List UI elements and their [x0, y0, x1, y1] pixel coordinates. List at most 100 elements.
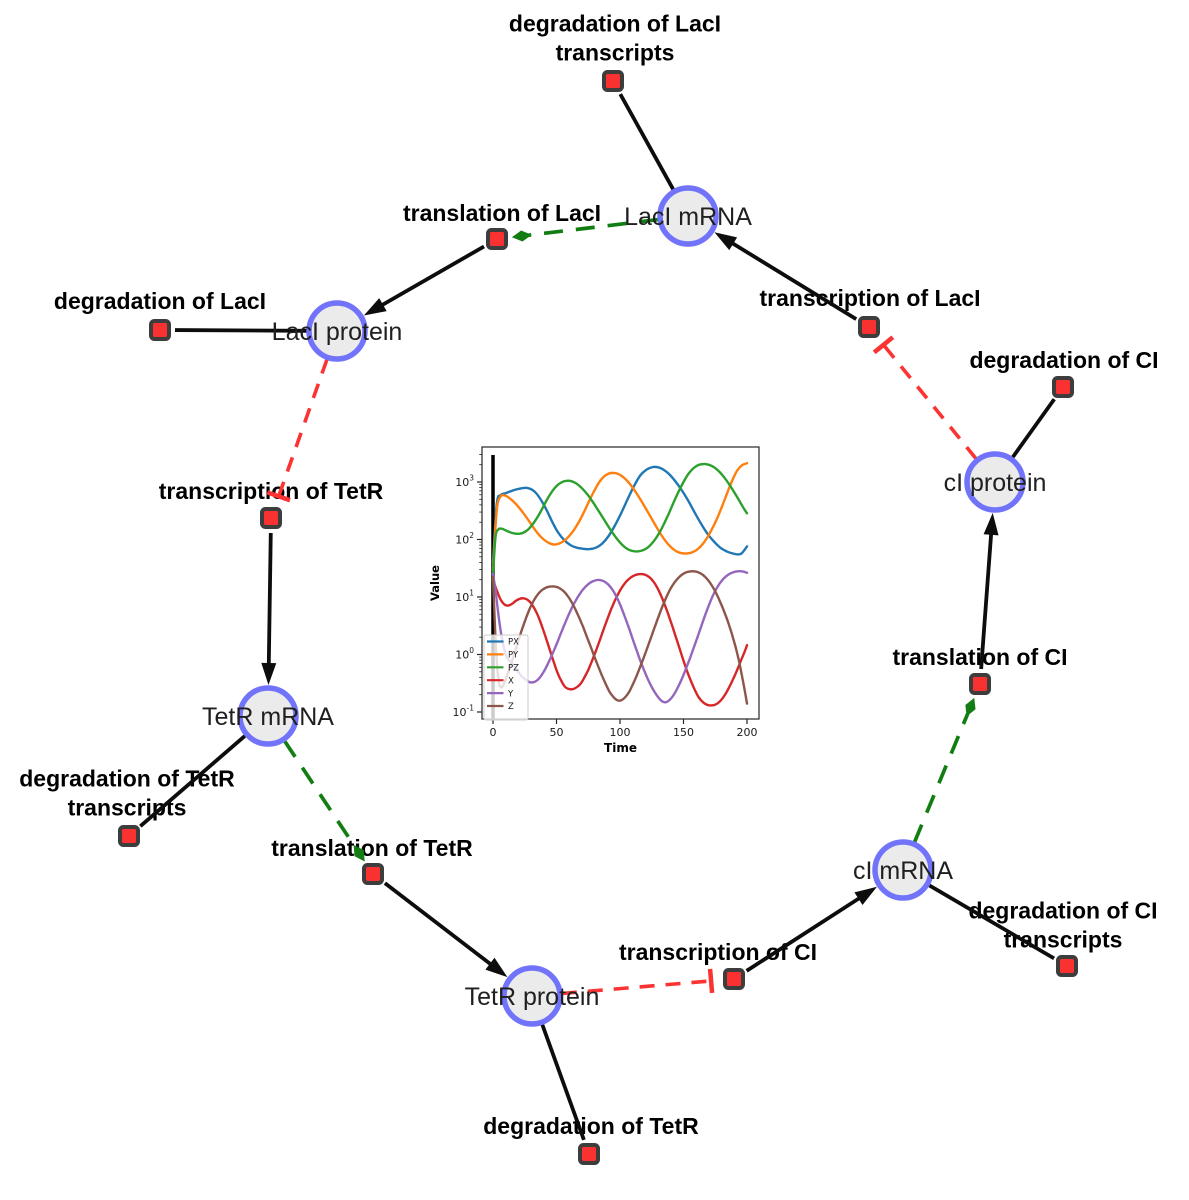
edge-tetr_protein-tx_ci	[561, 968, 715, 996]
reactant-link	[1010, 398, 1056, 459]
reaction-label-deg_ci: degradation of CI	[969, 347, 1158, 373]
reaction-node-transl_laci	[486, 228, 508, 250]
edge-laci_mrna-transl_laci	[511, 217, 659, 242]
reaction-label-transl_laci: translation of LacI	[403, 200, 601, 226]
legend-label-PZ: PZ	[508, 664, 519, 674]
arrowhead-icon	[261, 662, 277, 686]
edge-tetr_protein-deg_tetr	[540, 1023, 586, 1141]
legend-label-Y: Y	[507, 689, 514, 699]
y-tick-label: 103	[455, 474, 474, 490]
modifier-arrowhead-icon	[965, 697, 976, 717]
species-label-laci_mrna: LacI mRNA	[624, 203, 752, 231]
x-tick-label: 100	[610, 726, 631, 739]
species-node-tetr_protein	[501, 965, 563, 1027]
reaction-node-tx_ci	[723, 968, 745, 990]
reaction-label-deg_tetr_tx: transcripts	[68, 795, 187, 821]
species-label-laci_protein: LacI protein	[272, 318, 403, 346]
inhibition-link	[882, 343, 978, 460]
x-tick-label: 0	[490, 726, 497, 739]
legend-label-PX: PX	[508, 638, 519, 648]
reaction-label-tx_tetr: transcription of TetR	[159, 478, 384, 504]
reaction-label-deg_laci_tx: transcripts	[556, 40, 675, 66]
edge-ci_mrna-transl_ci	[912, 697, 976, 843]
reaction-node-deg_tetr	[578, 1143, 600, 1165]
reaction-label-deg_laci_tx: degradation of LacI	[509, 11, 721, 37]
reaction-node-transl_tetr	[362, 863, 384, 885]
x-axis-title: Time	[604, 741, 637, 755]
arrowhead-icon	[983, 512, 999, 536]
edge-transl_tetr-tetr_protein	[383, 881, 508, 978]
species-label-tetr_protein: TetR protein	[465, 983, 600, 1011]
edges-layer	[139, 93, 1056, 1141]
legend-label-X: X	[508, 676, 514, 686]
edge-transl_laci-laci_protein	[363, 244, 485, 316]
species-node-ci_mrna	[872, 839, 934, 901]
reaction-label-deg_tetr: degradation of TetR	[483, 1113, 699, 1139]
chart-series-PZ	[491, 462, 749, 576]
species-node-tetr_mrna	[237, 685, 299, 747]
reactant-link	[139, 734, 247, 828]
inhibition-bar-icon	[707, 968, 715, 994]
x-tick-label: 200	[737, 726, 758, 739]
y-tick-label: 102	[455, 531, 474, 547]
reaction-node-deg_ci_tx	[1056, 955, 1078, 977]
reaction-label-deg_tetr_tx: degradation of TetR	[19, 766, 235, 792]
edge-tetr_mrna-transl_tetr	[283, 739, 365, 862]
species-node-laci_mrna	[657, 185, 719, 247]
reaction-label-tx_laci: transcription of LacI	[759, 285, 980, 311]
species-node-ci_protein	[964, 451, 1026, 513]
inhibition-link	[276, 358, 329, 497]
reactant-link	[174, 328, 308, 333]
edge-laci_protein-deg_laci	[174, 328, 308, 333]
product-link	[383, 881, 495, 968]
chart-legend: PX PY PZ XYZ	[483, 634, 529, 721]
reaction-node-deg_ci	[1052, 376, 1074, 398]
edge-ci_protein-tx_laci	[872, 335, 978, 460]
product-link	[266, 532, 273, 668]
edge-tx_tetr-tetr_mrna	[261, 532, 277, 686]
product-link	[745, 894, 863, 973]
y-tick-label: 100	[455, 646, 474, 662]
reaction-node-deg_tetr_tx	[118, 825, 140, 847]
legend-label-PY: PY	[508, 651, 519, 661]
chart-series-X	[491, 572, 749, 707]
edge-tetr_mrna-deg_tetr_tx	[139, 734, 247, 828]
reaction-label-deg_ci_tx: degradation of CI	[968, 898, 1157, 924]
edge-ci_protein-deg_ci	[1010, 398, 1056, 459]
reaction-node-transl_ci	[969, 673, 991, 695]
y-axis-title: Value	[430, 565, 442, 601]
edge-laci_protein-tx_tetr	[266, 358, 329, 503]
arrowhead-icon	[854, 886, 877, 906]
edge-tx_laci-laci_mrna	[714, 232, 858, 321]
arrowhead-icon	[485, 957, 508, 978]
y-tick-label: 10-1	[453, 704, 475, 720]
species-label-ci_protein: cI protein	[944, 469, 1047, 497]
edge-ci_mrna-deg_ci_tx	[927, 883, 1056, 961]
reactant-link	[540, 1023, 586, 1141]
reaction-node-deg_laci_tx	[602, 70, 624, 92]
x-tick-label: 150	[673, 726, 694, 739]
arrowhead-icon	[363, 298, 387, 316]
edge-laci_mrna-deg_laci_tx	[618, 93, 676, 191]
modifier-link	[912, 712, 970, 843]
nodes-layer	[118, 70, 1078, 1165]
y-tick-label: 101	[455, 589, 474, 605]
inhibition-bar-icon	[266, 490, 291, 503]
chart-series-PX	[491, 465, 749, 564]
modifier-arrowhead-icon	[511, 230, 532, 242]
legend-label-Z: Z	[508, 702, 514, 712]
reactant-link	[618, 93, 676, 191]
species-label-tetr_mrna: TetR mRNA	[202, 703, 334, 731]
reaction-label-transl_tetr: translation of TetR	[271, 835, 473, 861]
chart-series-PY	[491, 462, 749, 571]
x-tick-label: 50	[550, 726, 564, 739]
product-link	[378, 244, 485, 309]
product-link	[728, 239, 858, 321]
reaction-label-tx_ci: transcription of CI	[619, 939, 817, 965]
modifier-link	[528, 217, 659, 238]
edge-transl_ci-ci_protein	[979, 512, 999, 670]
reaction-label-deg_laci: degradation of LacI	[54, 288, 266, 314]
modifier-arrowhead-icon	[353, 844, 365, 862]
